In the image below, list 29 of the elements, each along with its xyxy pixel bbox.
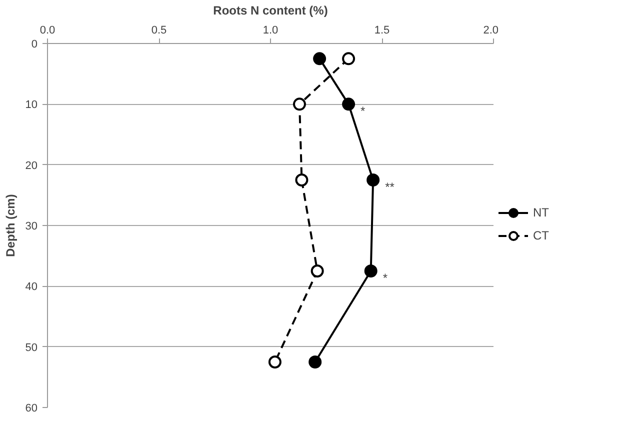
point (342, 52, 356, 66)
legend-label: CT (533, 228, 550, 242)
point (364, 264, 378, 278)
legend-label: NT (533, 205, 550, 219)
x-tick-label: 2.0 (483, 24, 499, 36)
annotation: ** (385, 180, 395, 194)
point (292, 98, 306, 111)
point (366, 174, 380, 186)
x-tick-label: 0.5 (151, 24, 167, 36)
y-tick-label: 20 (25, 160, 38, 172)
y-tick-label: 10 (25, 99, 38, 112)
y-tick-label: 40 (25, 281, 38, 294)
point (310, 264, 324, 278)
x-tick-label: 1.0 (262, 24, 278, 36)
y-tick-label: 30 (25, 220, 38, 232)
point (342, 98, 356, 111)
y-tick-label: 60 (25, 402, 38, 414)
x-tick-label: 0.0 (40, 24, 56, 36)
x-axis-title: Roots N content (%) (213, 4, 328, 18)
point (308, 356, 322, 368)
annotation: * (382, 271, 388, 285)
annotation: * (360, 104, 366, 118)
y-axis-title: Depth (cm) (3, 194, 18, 257)
y-tick-label: 0 (31, 38, 38, 50)
point (295, 174, 308, 186)
point (313, 52, 326, 66)
x-tick-label: 1.5 (374, 24, 390, 36)
point (268, 356, 282, 368)
y-tick-label: 50 (25, 342, 38, 354)
